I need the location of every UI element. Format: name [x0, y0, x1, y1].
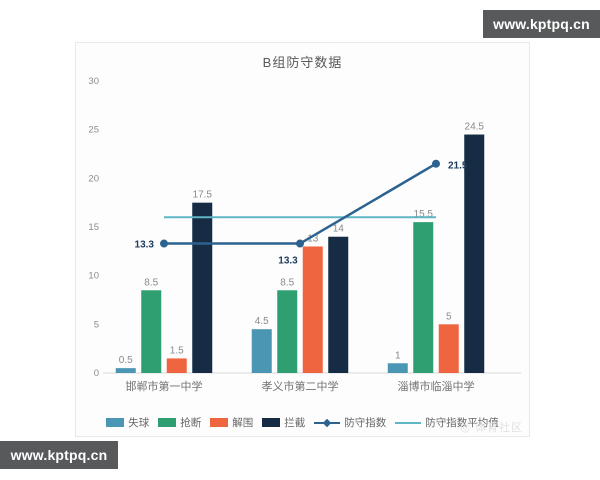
legend-label-defense-index: 防守指数	[344, 417, 387, 429]
y-axis-tick-label: 25	[88, 125, 99, 136]
site-watermark-bottom: www.kptpq.cn	[0, 441, 118, 469]
bar-goals-conceded	[251, 329, 272, 373]
y-axis-tick-label: 5	[94, 319, 99, 330]
bar-label-goals-conceded: 1	[395, 350, 401, 361]
bar-tackles	[277, 290, 298, 373]
bar-label-tackles: 8.5	[144, 277, 158, 288]
line-label: 13.3	[278, 256, 298, 267]
site-watermark-top-text: www.kptpq.cn	[493, 16, 590, 32]
legend-item-defense-index: 防守指数	[314, 415, 386, 430]
bar-interceptions	[192, 202, 213, 373]
bar-clearances	[166, 358, 187, 373]
defense-index-point	[160, 239, 168, 248]
y-axis-tick-label: 10	[88, 271, 99, 282]
bar-tackles	[141, 290, 162, 373]
bar-label-clearances: 13	[307, 233, 319, 244]
y-axis-tick-label: 15	[88, 222, 99, 233]
legend-item-clearances: 解围	[210, 415, 253, 430]
line-label: 13.3	[135, 240, 155, 251]
legend-item-tackles: 抢断	[158, 415, 201, 430]
legend-label-defense-index-average: 防守指数平均值	[425, 417, 499, 429]
y-axis-tick-label: 30	[88, 76, 99, 87]
legend-swatch-defense-index-average	[395, 418, 422, 428]
legend-label-interceptions: 拦截	[284, 417, 306, 429]
legend-item-goals-conceded: 失球	[106, 415, 149, 430]
legend-label-tackles: 抢断	[180, 417, 202, 429]
bar-goals-conceded	[115, 368, 136, 373]
bar-clearances	[302, 246, 323, 373]
bar-label-interceptions: 17.5	[193, 190, 213, 201]
legend-label-goals-conceded: 失球	[128, 417, 150, 429]
chart-panel: B组防守数据 0 5 10 15 20 25 30 0.5 4.5 1 8.5 8.5 15.5 1.5 1…	[75, 42, 530, 437]
bar-label-tackles: 8.5	[280, 277, 294, 288]
chart-svg: 0 5 10 15 20 25 30 0.5 4.5 1 8.5 8.5 15.5 1.5 13 5 17.5 1…	[88, 76, 521, 393]
site-watermark-top: www.kptpq.cn	[483, 10, 600, 38]
bar-label-interceptions: 14	[333, 224, 345, 235]
x-axis-category-label: 孝义市第二中学	[262, 379, 339, 393]
bar-label-clearances: 1.5	[170, 345, 184, 356]
line-label: 21.5	[448, 161, 468, 172]
defense-index-point	[432, 159, 440, 168]
legend-swatch-interceptions	[262, 418, 281, 427]
bar-interceptions	[328, 236, 349, 373]
bar-interceptions	[464, 134, 485, 373]
chart-title: B组防守数据	[262, 55, 343, 70]
community-watermark: ◎ 体育社区	[460, 422, 523, 434]
bar-tackles	[413, 222, 434, 373]
bar-label-goals-conceded: 4.5	[255, 316, 269, 327]
legend-item-interceptions: 拦截	[262, 415, 305, 430]
y-axis-tick-label: 20	[88, 173, 99, 184]
legend-swatch-goals-conceded	[106, 418, 125, 427]
legend-swatch-defense-index	[314, 418, 341, 428]
x-axis-category-label: 邯郸市第一中学	[126, 379, 203, 393]
defense-index-point	[296, 239, 304, 248]
site-watermark-bottom-text: www.kptpq.cn	[10, 447, 108, 463]
y-axis-tick-label: 0	[94, 368, 99, 379]
legend-swatch-tackles	[158, 418, 177, 427]
legend-label-clearances: 解围	[232, 417, 254, 429]
bar-clearances	[438, 324, 459, 373]
bar-label-interceptions: 24.5	[465, 122, 485, 133]
bar-goals-conceded	[387, 363, 408, 373]
x-axis-category-label: 淄博市临淄中学	[398, 379, 475, 393]
chart-legend: 失球 抢断 解围 拦截 防守指数 防守指数平均值	[76, 415, 529, 430]
bar-label-tackles: 15.5	[414, 209, 434, 220]
legend-swatch-clearances	[210, 418, 229, 427]
legend-item-defense-index-average: 防守指数平均值	[395, 415, 499, 430]
bar-label-goals-conceded: 0.5	[119, 355, 133, 366]
bar-label-clearances: 5	[446, 311, 452, 322]
